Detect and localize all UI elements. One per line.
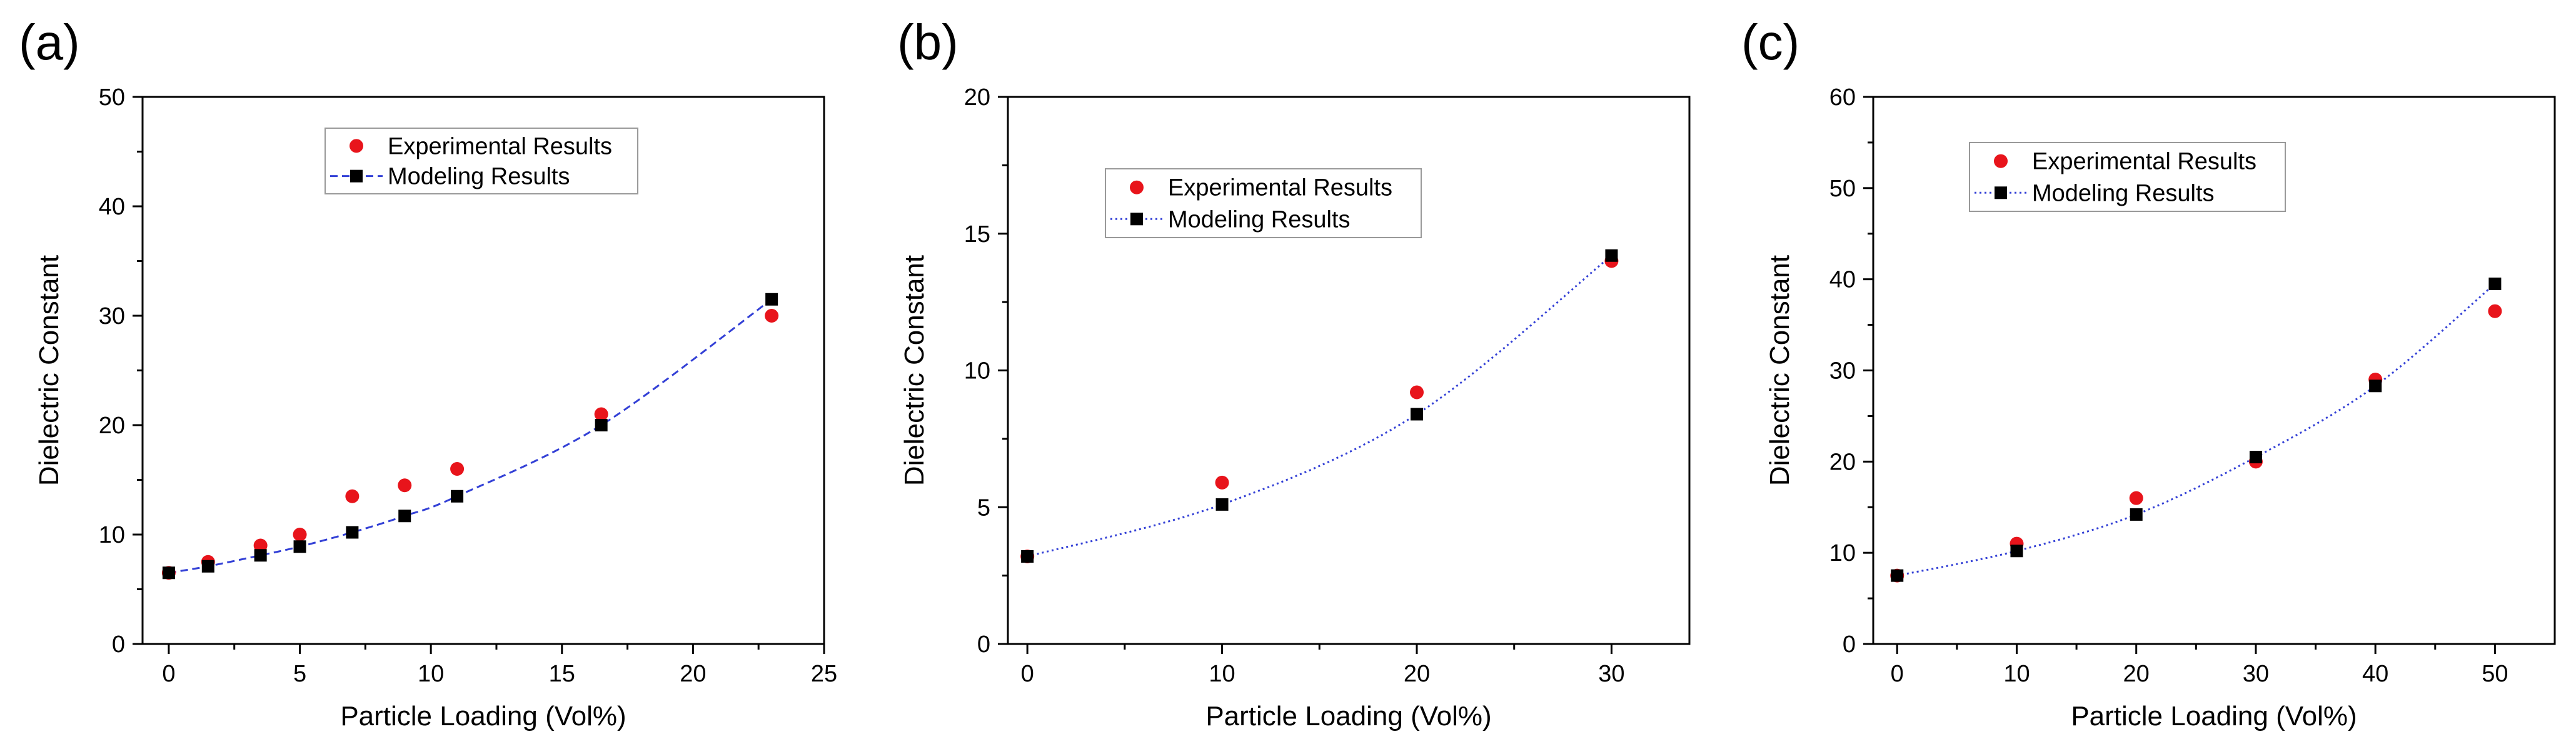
chart-panel-3: (c) 0 10 20 30 40 50 60 0 10 20 30 40 50 Particle Load… <box>1741 14 2556 731</box>
legend: Experimental Results Modeling Results <box>1105 168 1422 238</box>
legend: Experimental Results Modeling Results <box>325 128 638 194</box>
legend-modeling-marker <box>1995 186 2007 199</box>
experimental-point <box>293 528 307 541</box>
panel-label: (a) <box>19 14 80 70</box>
x-tick-label: 30 <box>2243 661 2269 687</box>
x-tick-label: 0 <box>162 661 175 687</box>
legend-box <box>1969 142 2286 212</box>
modeling-point <box>2369 380 2382 393</box>
modeling-series-line <box>1896 283 2496 577</box>
experimental-point <box>594 407 608 421</box>
x-tick-label: 10 <box>1209 661 1235 687</box>
y-tick-label: 0 <box>1843 631 1856 658</box>
legend-experimental-marker <box>1994 154 2008 168</box>
modeling-point <box>451 490 464 503</box>
legend-modeling-label: Modeling Results <box>1168 206 1350 233</box>
legend-experimental-marker <box>350 139 363 153</box>
experimental-point <box>2129 491 2143 505</box>
y-tick-label: 30 <box>1829 358 1856 385</box>
chart-panel-1: (a) 0 10 20 30 40 50 0 5 10 15 20 25 Particle Loading… <box>19 14 837 731</box>
y-tick-label: 20 <box>964 84 990 111</box>
modeling-point <box>162 566 175 580</box>
y-tick-label: 5 <box>977 495 990 521</box>
y-tick-label: 40 <box>1829 267 1856 293</box>
legend-modeling-label: Modeling Results <box>388 164 570 190</box>
experimental-point <box>1215 475 1229 490</box>
modeling-point <box>1411 408 1423 421</box>
x-tick-label: 25 <box>811 661 837 687</box>
panel-label: (b) <box>897 14 958 70</box>
x-tick-label: 15 <box>549 661 575 687</box>
x-tick-label: 10 <box>2003 661 2030 687</box>
modeling-point <box>346 526 359 539</box>
legend-box <box>325 128 638 194</box>
x-tick-label: 30 <box>1598 661 1624 687</box>
experimental-point <box>450 462 465 476</box>
y-tick-label: 15 <box>964 221 990 248</box>
modeling-point <box>2130 508 2143 521</box>
experimental-point <box>2488 304 2502 318</box>
y-tick-label: 60 <box>1829 84 1856 111</box>
modeling-point <box>2249 451 2262 464</box>
y-tick-label: 20 <box>99 413 125 439</box>
legend: Experimental Results Modeling Results <box>1969 142 2286 212</box>
legend-experimental-marker <box>1130 180 1144 194</box>
experimental-point <box>253 538 268 553</box>
legend-modeling-marker <box>350 169 363 183</box>
y-tick-label: 0 <box>112 631 125 658</box>
x-tick-label: 0 <box>1021 661 1034 687</box>
modeling-point <box>254 549 267 562</box>
modeling-point <box>201 560 214 573</box>
x-tick-label: 50 <box>2482 661 2508 687</box>
y-tick-label: 10 <box>1829 540 1856 566</box>
legend-box <box>1105 168 1422 238</box>
y-tick-label: 0 <box>977 631 990 658</box>
experimental-point <box>765 309 779 323</box>
legend-modeling-label: Modeling Results <box>2032 180 2214 206</box>
y-axis-title: Dielectric Constant <box>899 255 930 486</box>
modeling-series-line <box>1027 254 1613 558</box>
legend-experimental-label: Experimental Results <box>2032 149 2257 175</box>
experimental-point <box>345 489 360 503</box>
modeling-point <box>2010 545 2023 558</box>
x-tick-label: 10 <box>418 661 444 687</box>
modeling-point <box>293 540 306 553</box>
y-tick-label: 50 <box>99 84 125 111</box>
y-axis-title: Dielectric Constant <box>34 255 64 486</box>
modeling-point <box>1891 569 1904 582</box>
panel-label: (c) <box>1741 14 1799 70</box>
legend-experimental-label: Experimental Results <box>388 133 612 159</box>
x-tick-label: 0 <box>1891 661 1904 687</box>
x-tick-label: 40 <box>2362 661 2388 687</box>
y-tick-label: 50 <box>1829 176 1856 202</box>
modeling-point <box>765 293 778 306</box>
x-axis-title: Particle Loading (Vol%) <box>2071 701 2357 731</box>
modeling-series-line <box>168 298 773 574</box>
x-tick-label: 20 <box>1404 661 1430 687</box>
modeling-point <box>2488 277 2502 290</box>
y-tick-label: 10 <box>99 522 125 548</box>
x-tick-label: 5 <box>293 661 306 687</box>
x-axis-title: Particle Loading (Vol%) <box>1205 701 1491 731</box>
y-tick-label: 10 <box>964 358 990 385</box>
experimental-point <box>1410 385 1424 400</box>
x-tick-label: 20 <box>680 661 706 687</box>
modeling-point <box>398 510 411 523</box>
modeling-point <box>1021 550 1034 563</box>
chart-panel-2: (b) 0 5 10 15 20 0 10 20 30 Particle Loading (Vol%… <box>897 14 1691 731</box>
experimental-point <box>398 478 412 493</box>
y-tick-label: 20 <box>1829 449 1856 475</box>
modeling-point <box>1215 498 1229 511</box>
legend-experimental-label: Experimental Results <box>1168 175 1392 201</box>
y-axis-title: Dielectric Constant <box>1764 255 1795 486</box>
modeling-point <box>1605 249 1618 262</box>
y-tick-label: 30 <box>99 303 125 329</box>
x-axis-title: Particle Loading (Vol%) <box>340 701 626 731</box>
x-tick-label: 20 <box>2123 661 2150 687</box>
modeling-point <box>595 419 608 431</box>
legend-modeling-marker <box>1130 213 1143 226</box>
y-tick-label: 40 <box>99 194 125 220</box>
